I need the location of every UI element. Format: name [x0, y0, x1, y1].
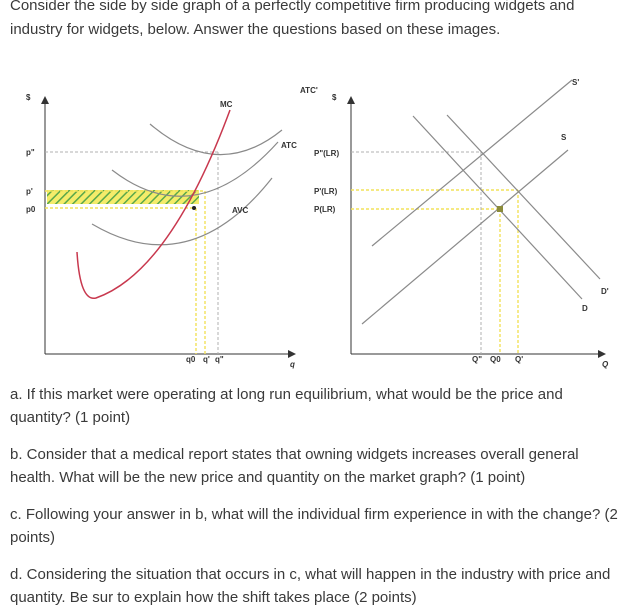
firm-q0-label: q0 — [186, 355, 196, 364]
market-q-double-prime-label: Q" — [472, 355, 482, 364]
avc-label: AVC — [232, 206, 249, 215]
firm-y-arrow-icon — [41, 96, 49, 104]
market-y-axis-label: $ — [332, 93, 337, 102]
market-p-label: P(LR) — [314, 205, 336, 214]
atc-prime-label: ATC' — [300, 86, 318, 95]
firm-p-prime-label: p' — [26, 187, 33, 196]
question-d: d. Considering the situation that occurs… — [10, 566, 611, 606]
firm-equilibrium-point — [192, 206, 196, 210]
supply-prime-curve — [371, 79, 573, 247]
market-x-axis-label: Q — [602, 360, 609, 369]
avc-curve — [91, 177, 273, 246]
market-x-arrow-icon — [598, 350, 606, 358]
supply-label: S — [561, 133, 567, 142]
firm-graph: $ q MC ATC AVC ATC' p" p' p0 q0 q' q" — [26, 86, 318, 369]
market-p-double-prime-label: P"(LR) — [314, 149, 339, 158]
mc-label: MC — [220, 100, 233, 109]
market-y-arrow-icon — [347, 96, 355, 104]
atc-label: ATC — [281, 141, 297, 150]
question-c: c. Following your answer in b, what will… — [10, 506, 618, 546]
firm-p-double-prime-label: p" — [26, 148, 35, 157]
supply-prime-label: S' — [572, 78, 579, 87]
demand-label: D — [582, 304, 588, 313]
firm-q-double-prime-label: q" — [215, 355, 224, 364]
firm-q-prime-label: q' — [203, 355, 210, 364]
market-q-prime-label: Q' — [515, 355, 523, 364]
atc-prime-curve — [149, 123, 283, 156]
economics-diagram: $ q MC ATC AVC ATC' p" p' p0 q0 q' q" — [26, 78, 609, 369]
market-p-prime-label: P'(LR) — [314, 187, 338, 196]
question-b: b. Consider that a medical report states… — [10, 446, 579, 486]
question-a: a. If this market were operating at long… — [10, 386, 563, 426]
mc-curve — [76, 109, 231, 299]
supply-curve — [361, 149, 569, 325]
firm-profit-area — [47, 190, 199, 204]
market-equilibrium-point — [497, 206, 503, 212]
demand-prime-curve — [446, 114, 601, 280]
firm-p0-label: p0 — [26, 205, 36, 214]
firm-y-axis-label: $ — [26, 93, 31, 102]
firm-x-axis-label: q — [290, 360, 295, 369]
market-graph: $ Q S' S D D' P"(LR) P'(LR) P(LR) Q" Q0 … — [314, 78, 609, 369]
demand-prime-label: D' — [601, 287, 609, 296]
atc-curve — [111, 141, 279, 197]
market-q0-label: Q0 — [490, 355, 501, 364]
firm-x-arrow-icon — [288, 350, 296, 358]
intro-text: Consider the side by side graph of a per… — [10, 0, 575, 38]
